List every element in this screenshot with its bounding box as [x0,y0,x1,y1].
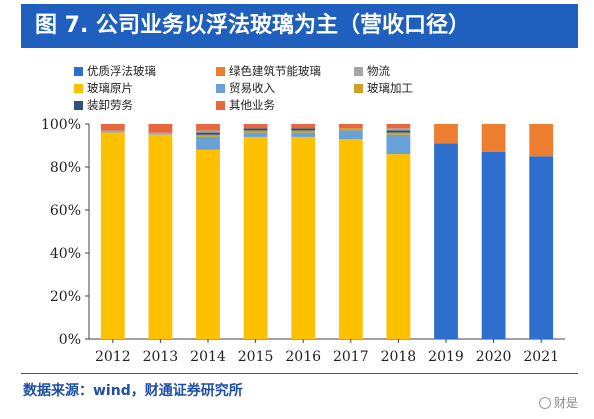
bar-segment [338,130,363,140]
bar-segment [196,149,220,339]
legend-swatch [74,83,83,93]
legend-item: 玻璃加工 [354,79,413,97]
y-tick-label: 60% [50,203,81,219]
source-note: 数据来源：wind，财通证券研究所 [23,383,243,399]
legend-label: 绿色建筑节能玻璃 [229,64,321,78]
legend-item: 其他业务 [216,96,275,114]
legend-swatch [74,100,83,110]
bar-segment [386,124,411,129]
bar-segment [100,132,125,339]
bar-segment [196,132,220,135]
bar-segment [386,132,411,135]
bar-segment [291,130,316,133]
x-tick-label: 2019 [428,349,464,365]
bar-segment [291,132,316,137]
bar-segment [196,134,220,137]
bar-segment [291,128,316,131]
x-tick-label: 2015 [238,349,274,365]
bar-segment [100,130,125,133]
legend-item: 优质浮法玻璃 [74,62,156,80]
bar-segment [386,154,411,339]
bar-segment [291,124,316,129]
bar-segment [148,132,173,135]
bar-segment [386,134,411,155]
bar-segment [196,136,220,150]
bar-segment [243,128,268,131]
legend-label: 优质浮法玻璃 [87,64,156,78]
bar-segment [291,136,316,339]
legend-label: 贸易收入 [229,81,275,95]
watermark-icon [538,396,551,409]
stacked-bar-chart: 0% 20% 40% 60% 80% 100% 2012 2013 2014 2015 2016 20… [41,117,565,365]
bar-segment [338,128,363,131]
legend-swatch [354,83,363,93]
y-tick-label: 0% [59,332,81,348]
chart-title: 图 7. 公司业务以浮法玻璃为主（营收口径） [21,4,578,48]
y-tick-label: 40% [50,246,81,262]
legend-swatch [216,83,225,93]
legend-label: 物流 [367,64,390,78]
x-tick-label: 2012 [95,349,131,365]
legend-item: 物流 [354,62,390,80]
x-tick-label: 2021 [523,349,559,365]
bar-segment [529,124,554,157]
legend-item: 贸易收入 [216,79,275,97]
x-tick-label: 2014 [190,349,226,365]
y-tick-label: 20% [50,289,81,305]
legend-item: 绿色建筑节能玻璃 [216,62,321,80]
x-tick-label: 2016 [285,349,321,365]
legend-swatch [216,100,225,110]
watermark-text: 财是 [553,396,578,410]
y-tick-label: 100% [41,117,81,133]
x-tick-label: 2018 [381,349,417,365]
bar-segment [481,124,506,152]
legend-swatch [216,66,225,76]
bar-segment [148,134,173,339]
y-tick-label: 80% [50,160,81,176]
bar-segment [243,130,268,133]
source-divider [21,373,578,374]
x-tick-label: 2020 [476,349,512,365]
x-tick-label: 2013 [143,349,179,365]
bar-segment [529,156,554,339]
bar-segment [196,130,220,133]
bar-segment [434,124,458,144]
bar-segment [338,139,363,339]
bar-segment [386,128,411,131]
bar-segment [100,124,125,131]
legend-swatch [354,66,363,76]
legend-swatch [74,66,83,76]
legend-item: 装卸劳务 [74,96,133,114]
bar-segment [481,151,506,339]
bar-segment [243,124,268,129]
legend-label: 玻璃加工 [367,81,413,95]
chart-legend: 优质浮法玻璃 绿色建筑节能玻璃 物流玻璃原片 贸易收入 玻璃加工装卸劳务 其他业务 [74,64,564,112]
legend-label: 其他业务 [229,98,275,112]
bar-segment [434,143,458,339]
legend-label: 玻璃原片 [87,81,133,95]
legend-label: 装卸劳务 [87,98,133,112]
x-tick-label: 2017 [333,349,369,365]
bar-segment [243,136,268,339]
bar-segment [243,132,268,137]
bar-segment [338,124,363,129]
watermark: 财是 [538,394,578,411]
bar-segment [148,124,173,133]
legend-item: 玻璃原片 [74,79,133,97]
bar-segment [386,130,411,133]
bar-segment [196,124,220,131]
